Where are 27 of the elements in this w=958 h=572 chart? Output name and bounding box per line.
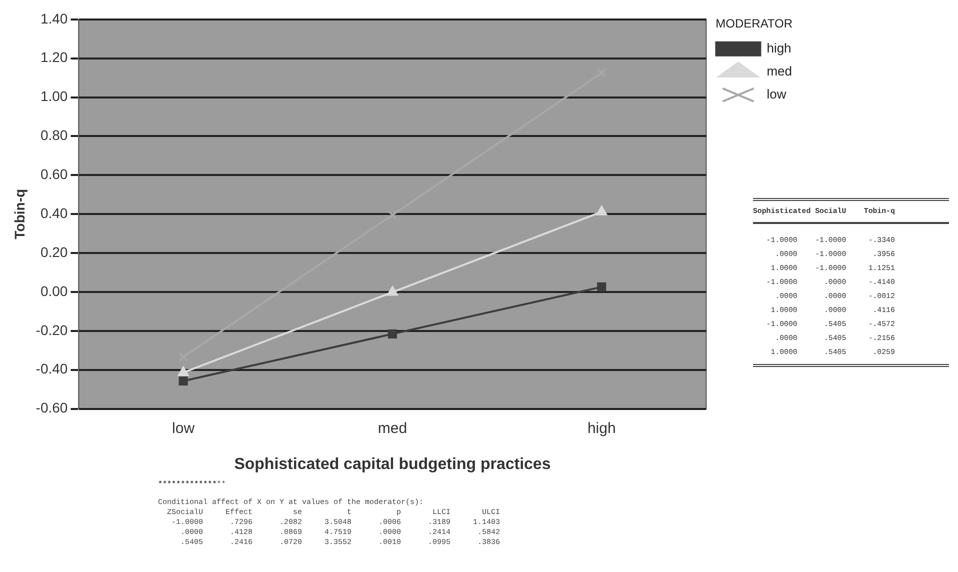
point <box>596 206 607 216</box>
legend-label: low <box>766 86 787 102</box>
y-tick-label: 1.40 <box>40 10 68 26</box>
x-axis-title: Sophisticated capital budgeting practices <box>234 456 551 473</box>
y-axis-title: Tobin-q <box>11 188 28 240</box>
legend-title: MODERATOR <box>716 16 793 30</box>
y-tick-label: 1.20 <box>40 49 68 66</box>
point <box>388 329 397 338</box>
point <box>388 210 397 220</box>
y-tick-label: 0.40 <box>40 204 68 221</box>
point <box>387 286 398 296</box>
point <box>178 376 188 386</box>
legend-label: high <box>766 40 792 56</box>
x-tick-label: med <box>378 420 408 437</box>
legend-label: med <box>766 63 792 78</box>
y-tick-label: -0.60 <box>36 400 68 416</box>
y-tick-label: -0.20 <box>36 322 68 338</box>
x-tick-label: low <box>172 420 195 437</box>
x-tick-label: high <box>587 420 616 437</box>
y-tick-label: 0.20 <box>40 244 68 260</box>
y-tick-label: 0.80 <box>40 127 68 144</box>
point <box>597 282 606 292</box>
y-tick-label: -0.40 <box>36 360 68 377</box>
y-tick-label: 1.00 <box>40 88 68 104</box>
point <box>178 366 189 376</box>
y-tick-label: 0.60 <box>40 166 68 182</box>
y-tick-label: 0.00 <box>40 282 68 299</box>
